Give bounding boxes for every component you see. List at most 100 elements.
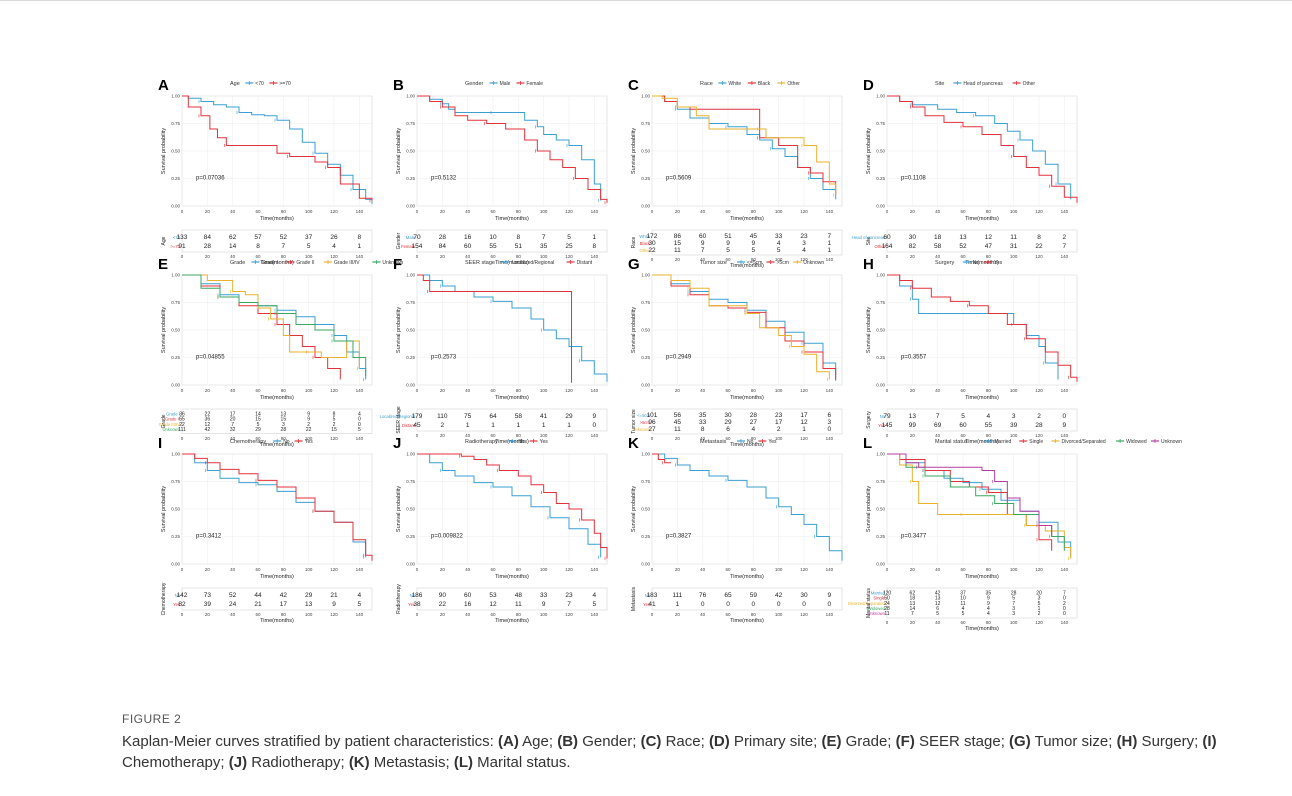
risk-count: 1 bbox=[358, 243, 362, 250]
risk-count: 1 bbox=[491, 422, 495, 429]
risk-count: 53 bbox=[489, 592, 497, 599]
x-tick-label: 0 bbox=[181, 567, 184, 572]
x-tick-label: 60 bbox=[725, 567, 731, 572]
x-tick-label: 40 bbox=[465, 567, 471, 572]
risk-count: 1 bbox=[828, 247, 832, 254]
x-tick-label: 120 bbox=[800, 388, 808, 393]
risk-x-tick-label: 120 bbox=[1035, 433, 1043, 438]
km-curve bbox=[652, 453, 843, 561]
risk-count: 36 bbox=[205, 417, 211, 423]
risk-group-label: Single bbox=[873, 596, 885, 601]
x-tick-label: 120 bbox=[1035, 388, 1043, 393]
x-tick-label: 40 bbox=[465, 209, 471, 214]
x-axis-label: Time(months) bbox=[260, 574, 294, 580]
x-tick-label: 80 bbox=[751, 388, 757, 393]
y-axis-label: Survival probability bbox=[161, 307, 167, 353]
risk-count: 9 bbox=[752, 240, 756, 247]
risk-count: 57 bbox=[254, 234, 262, 241]
x-tick-label: 100 bbox=[305, 567, 313, 572]
risk-count: 0 bbox=[593, 422, 597, 429]
risk-count: 22 bbox=[306, 427, 312, 433]
risk-count: 164 bbox=[882, 243, 893, 250]
risk-table-label: Race bbox=[631, 236, 637, 248]
y-tick-label: 0.25 bbox=[641, 355, 650, 360]
risk-count: 28 bbox=[204, 243, 212, 250]
legend-title: Site bbox=[935, 81, 944, 87]
risk-group-label: Unknown bbox=[163, 427, 181, 432]
x-tick-label: 140 bbox=[1061, 209, 1069, 214]
risk-x-tick-label: 0 bbox=[181, 436, 184, 441]
risk-x-tick-label: 40 bbox=[230, 612, 236, 617]
legend: Gender Male Female bbox=[465, 81, 543, 87]
risk-x-tick-label: 20 bbox=[675, 436, 681, 441]
x-tick-label: 20 bbox=[910, 209, 916, 214]
risk-x-tick-label: 80 bbox=[986, 433, 992, 438]
x-tick-label: 80 bbox=[281, 388, 287, 393]
risk-x-tick-label: 60 bbox=[725, 612, 731, 617]
y-tick-label: 0.50 bbox=[641, 328, 650, 333]
x-tick-label: 120 bbox=[565, 388, 573, 393]
risk-x-tick-label: 20 bbox=[675, 257, 681, 262]
y-tick-label: 0.75 bbox=[171, 121, 180, 126]
risk-count: 56 bbox=[674, 412, 682, 419]
risk-x-tick-label: 140 bbox=[356, 254, 364, 259]
legend: Radiotherapy No Yes bbox=[465, 439, 548, 445]
risk-x-tick-label: 20 bbox=[440, 612, 446, 617]
risk-count: 60 bbox=[464, 592, 472, 599]
x-tick-label: 80 bbox=[751, 567, 757, 572]
y-tick-label: 0.00 bbox=[641, 562, 650, 567]
risk-x-tick-label: 20 bbox=[205, 612, 211, 617]
risk-x-tick-label: 0 bbox=[651, 612, 654, 617]
risk-count: 7 bbox=[1063, 243, 1067, 250]
y-tick-label: 1.00 bbox=[641, 452, 650, 457]
risk-count: 84 bbox=[439, 243, 447, 250]
risk-group-label: No bbox=[410, 593, 416, 598]
risk-count: 27 bbox=[750, 419, 758, 426]
risk-x-tick-label: 80 bbox=[751, 612, 757, 617]
panel-letter: F bbox=[393, 256, 402, 273]
risk-x-tick-label: 80 bbox=[516, 612, 522, 617]
risk-count: 2 bbox=[441, 422, 445, 429]
risk-count: 22 bbox=[179, 422, 185, 428]
p-value: p=0.3477 bbox=[901, 534, 927, 540]
risk-count: 2 bbox=[307, 422, 310, 428]
risk-x-axis-label: Time(months) bbox=[730, 618, 764, 624]
x-tick-label: 40 bbox=[935, 388, 941, 393]
x-tick-label: 100 bbox=[1010, 567, 1018, 572]
risk-x-tick-label: 80 bbox=[281, 612, 287, 617]
risk-table-label: Marital status bbox=[866, 588, 872, 618]
risk-count: 3 bbox=[1038, 596, 1041, 602]
risk-count: 42 bbox=[935, 590, 941, 596]
km-curve bbox=[417, 453, 602, 558]
legend-title: Chemotherapy bbox=[230, 439, 266, 445]
risk-count: 24 bbox=[884, 601, 890, 607]
risk-table-area bbox=[416, 408, 608, 432]
risk-count: 7 bbox=[701, 247, 705, 254]
kaplan-meier-figure: A Age <70 >=700 20 40 60 80 100 120 1400.000.250.5… bbox=[158, 77, 1182, 632]
legend-title: SEER stage bbox=[465, 260, 495, 266]
risk-count: 76 bbox=[699, 592, 707, 599]
y-tick-label: 0.25 bbox=[171, 355, 180, 360]
risk-x-tick-label: 40 bbox=[465, 612, 471, 617]
risk-x-tick-label: 40 bbox=[230, 436, 236, 441]
risk-count: 9 bbox=[307, 417, 310, 423]
y-tick-label: 0.50 bbox=[406, 328, 415, 333]
y-tick-label: 0.00 bbox=[171, 383, 180, 388]
legend-label: No bbox=[973, 260, 980, 266]
risk-x-tick-label: 60 bbox=[490, 612, 496, 617]
x-tick-label: 0 bbox=[416, 388, 419, 393]
risk-count: 52 bbox=[229, 592, 237, 599]
risk-count: 5 bbox=[333, 417, 336, 423]
x-tick-label: 60 bbox=[490, 567, 496, 572]
risk-count: 13 bbox=[935, 596, 941, 602]
risk-count: 29 bbox=[255, 427, 261, 433]
x-tick-label: 0 bbox=[416, 209, 419, 214]
y-tick-label: 0.75 bbox=[171, 479, 180, 484]
risk-count: 37 bbox=[305, 234, 313, 241]
risk-count: 4 bbox=[777, 240, 781, 247]
caption-prefix: Kaplan-Meier curves stratified by patien… bbox=[122, 733, 498, 750]
risk-x-tick-label: 100 bbox=[1010, 254, 1018, 259]
risk-x-tick-label: 80 bbox=[281, 254, 287, 259]
